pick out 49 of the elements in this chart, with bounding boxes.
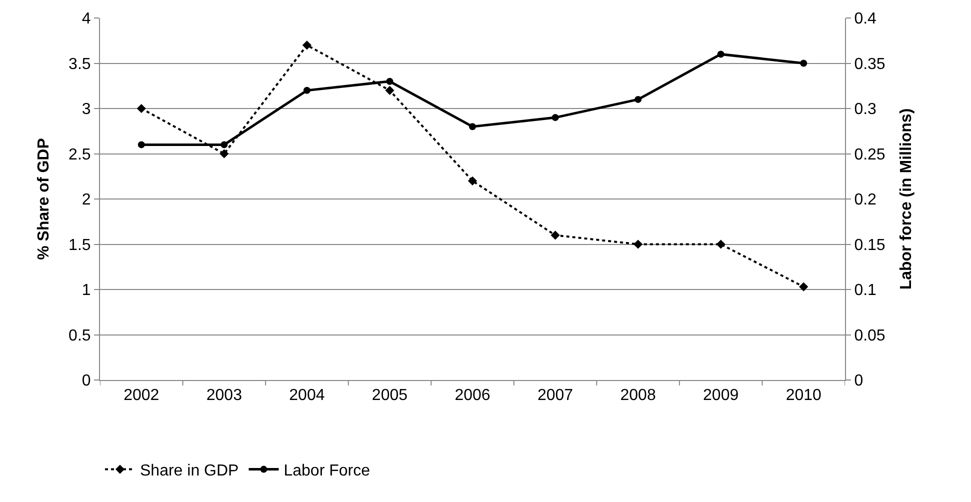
x-tick-label: 2007 <box>537 387 574 404</box>
y-tick-label: 2 <box>82 192 91 209</box>
point <box>469 123 476 130</box>
y2-tick-label: 0.05 <box>854 327 886 344</box>
y2-tick-label: 0 <box>854 372 864 390</box>
y2-tick-label: 0.35 <box>854 56 886 73</box>
x-tick-label: 2002 <box>124 387 160 404</box>
y-tick-label: 1.5 <box>68 236 91 254</box>
x-tick-label: 2004 <box>289 387 325 404</box>
x-tick-label: 2010 <box>786 387 822 404</box>
y-tick-label: 4 <box>82 10 91 28</box>
y2-tick-label: 0.4 <box>854 10 877 28</box>
y-tick-label: 1 <box>82 282 91 300</box>
y2-tick-label: 0.2 <box>854 192 877 209</box>
y-tick-label: 0 <box>82 372 91 390</box>
point <box>717 50 724 58</box>
y-tick-label: 0.5 <box>68 327 91 344</box>
point <box>302 40 312 50</box>
x-tick-label: 2006 <box>454 387 490 404</box>
point <box>800 60 808 67</box>
x-tick-label: 2009 <box>703 387 739 404</box>
y2-tick-label: 0.15 <box>854 236 886 254</box>
y-axis-title: % Share of GDP <box>35 138 52 260</box>
y-tick-label: 3 <box>82 101 91 118</box>
legend-label: Share in GDP <box>140 462 239 480</box>
point <box>634 240 643 249</box>
y2-tick-label: 0.3 <box>854 101 877 118</box>
point <box>550 230 560 240</box>
point <box>220 141 228 148</box>
point <box>716 240 726 249</box>
y2-tick-label: 0.25 <box>854 146 886 164</box>
y2-tick-label: 0.1 <box>854 282 877 300</box>
point <box>385 86 394 95</box>
x-tick-label: 2008 <box>620 387 656 404</box>
y-tick-label: 2.5 <box>68 146 91 164</box>
point <box>799 282 808 292</box>
point <box>468 176 478 186</box>
point <box>303 86 310 94</box>
point <box>136 104 146 114</box>
y-tick-label: 3.5 <box>68 56 91 73</box>
point <box>220 149 229 158</box>
y2-axis-title: Labor force (in Millions) <box>898 108 916 290</box>
x-tick-label: 2003 <box>206 387 242 404</box>
point <box>634 96 642 103</box>
x-tick-label: 2005 <box>372 387 408 404</box>
point <box>138 141 145 148</box>
point <box>552 114 559 122</box>
legend-label: Labor Force <box>284 462 370 480</box>
point <box>386 78 394 85</box>
